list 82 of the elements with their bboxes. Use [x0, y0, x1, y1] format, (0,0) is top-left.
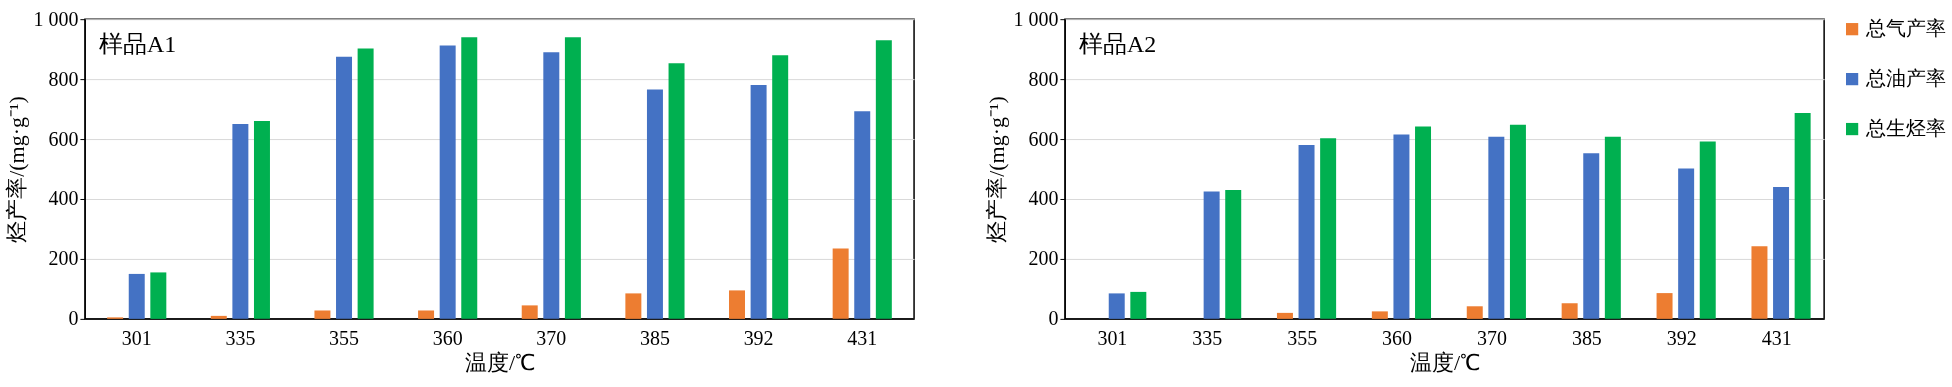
y-tick-label: 600: [1028, 127, 1059, 150]
bar: [1509, 124, 1526, 319]
bar: [1393, 134, 1410, 319]
x-tick-label: 431: [1761, 327, 1792, 350]
x-axis-title: 温度/℃: [464, 350, 536, 376]
y-tick-label: 0: [1048, 307, 1059, 330]
bar: [461, 37, 478, 319]
bar: [1371, 311, 1388, 319]
x-tick-label: 355: [1287, 327, 1318, 350]
x-axis-title: 温度/℃: [1409, 350, 1481, 376]
bar: [564, 37, 581, 319]
y-tick-label: 400: [48, 187, 79, 210]
bar: [128, 273, 145, 319]
legend-label: 总气产率: [1865, 17, 1947, 40]
bar: [1466, 306, 1483, 319]
y-tick-label: 800: [1028, 67, 1059, 90]
bar: [1751, 246, 1768, 319]
x-tick-label: 370: [1476, 327, 1507, 350]
bar: [1130, 291, 1147, 319]
bar: [1656, 293, 1673, 319]
x-tick-label: 301: [1097, 327, 1128, 350]
x-tick-label: 385: [1571, 327, 1602, 350]
bar: [314, 310, 331, 319]
annotation: 样品A2: [1078, 31, 1157, 58]
bar: [1203, 191, 1220, 319]
bar: [875, 40, 892, 319]
x-tick-label: 301: [121, 327, 152, 350]
y-tick-label: 600: [48, 127, 79, 150]
bar: [1561, 303, 1578, 319]
bar: [772, 55, 789, 319]
y-tick-label: 1 000: [33, 7, 79, 30]
bar: [1320, 138, 1337, 319]
bar: [418, 310, 435, 319]
bar: [1678, 168, 1695, 319]
bar: [1699, 141, 1716, 319]
bar: [1108, 293, 1125, 319]
bar: [729, 290, 745, 319]
bar: [521, 305, 538, 319]
bar: [854, 111, 871, 319]
x-tick-label: 360: [432, 327, 463, 350]
x-tick-label: 385: [639, 327, 670, 350]
bar: [210, 315, 227, 319]
bar: [1583, 153, 1600, 319]
x-tick-label: 335: [1192, 327, 1223, 350]
bar: [150, 272, 167, 319]
y-axis-title: 烃产率/(mg·g⁻¹): [4, 96, 30, 243]
bar: [750, 85, 767, 319]
bar: [1276, 312, 1293, 319]
x-tick-label: 392: [1666, 327, 1697, 350]
bar: [357, 48, 374, 319]
legend-label: 总生烃率: [1865, 117, 1947, 140]
bar: [1773, 187, 1790, 319]
y-axis-title: 烃产率/(mg·g⁻¹): [984, 96, 1010, 243]
bar: [668, 63, 685, 319]
x-tick-label: 360: [1382, 327, 1413, 350]
y-tick-label: 1 000: [1013, 7, 1059, 30]
y-tick-label: 800: [48, 67, 79, 90]
bar: [625, 293, 642, 319]
bar: [336, 56, 353, 319]
x-tick-label: 431: [847, 327, 878, 350]
y-tick-label: 400: [1028, 187, 1059, 210]
bar: [832, 248, 849, 319]
bar: [1794, 112, 1811, 319]
x-tick-label: 335: [225, 327, 256, 350]
bar: [1488, 136, 1505, 319]
x-tick-label: 392: [743, 327, 774, 350]
annotation: 样品A1: [98, 31, 177, 58]
legend-label: 总油产率: [1865, 67, 1947, 90]
y-tick-label: 200: [1028, 247, 1059, 270]
bar: [543, 52, 560, 319]
bar: [1415, 126, 1432, 319]
bar: [253, 121, 270, 319]
x-tick-label: 370: [536, 327, 567, 350]
bar: [646, 89, 663, 319]
y-tick-label: 200: [48, 247, 79, 270]
bar: [1604, 136, 1621, 319]
y-tick-label: 0: [68, 307, 79, 330]
bar: [1225, 190, 1242, 319]
x-tick-label: 355: [329, 327, 360, 350]
bar: [232, 124, 249, 319]
bar: [439, 45, 456, 319]
bar: [1298, 145, 1315, 319]
